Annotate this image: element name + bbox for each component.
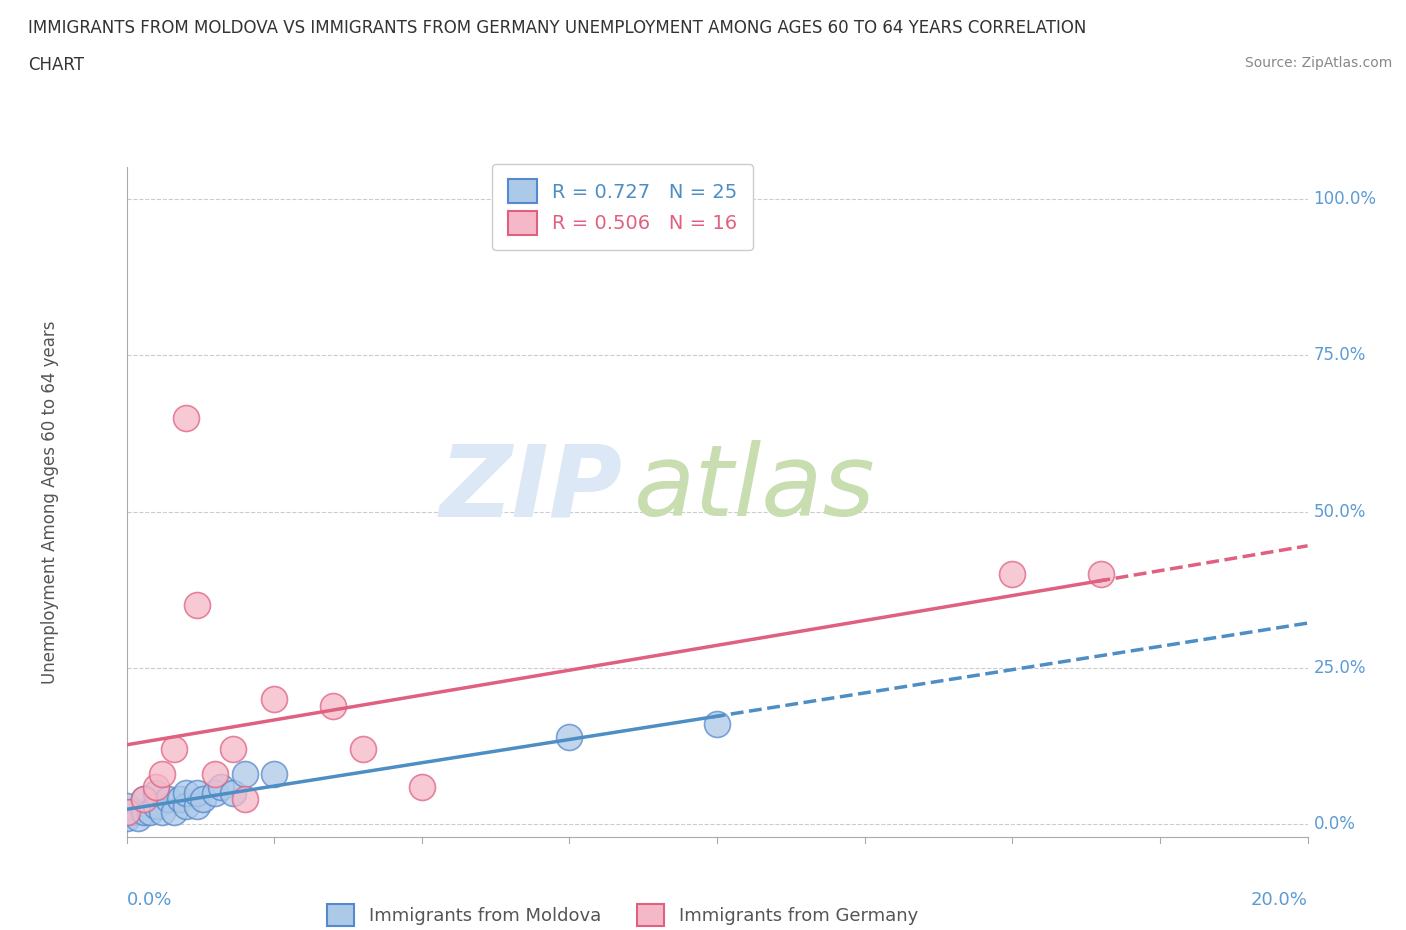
Point (145, 798, 167, 813)
Point (174, 410, 197, 425)
Point (134, 804, 156, 819)
Text: 25.0%: 25.0% (1313, 659, 1367, 677)
Point (706, 717, 728, 732)
Point (163, 804, 186, 819)
Point (134, 792, 156, 807)
Point (121, 804, 143, 819)
Text: IMMIGRANTS FROM MOLDOVA VS IMMIGRANTS FROM GERMANY UNEMPLOYMENT AMONG AGES 60 TO: IMMIGRANTS FROM MOLDOVA VS IMMIGRANTS FR… (28, 19, 1087, 36)
Text: 0.0%: 0.0% (1313, 816, 1355, 833)
Point (204, 786, 226, 801)
Text: 0.0%: 0.0% (127, 891, 172, 909)
Point (222, 742, 245, 757)
Point (263, 767, 285, 782)
Point (150, 804, 173, 819)
Point (186, 786, 208, 801)
Point (115, 804, 138, 819)
Point (233, 792, 256, 807)
Point (139, 804, 162, 819)
Text: atlas: atlas (634, 440, 876, 538)
Point (558, 729, 581, 744)
Point (186, 798, 208, 813)
Text: Source: ZipAtlas.com: Source: ZipAtlas.com (1244, 56, 1392, 70)
Text: ZIP: ZIP (440, 440, 623, 538)
Point (145, 779, 167, 794)
Point (127, 811, 149, 826)
Point (134, 792, 156, 807)
Point (204, 767, 226, 782)
Text: 20.0%: 20.0% (1251, 891, 1308, 909)
Point (193, 792, 215, 807)
Point (150, 767, 173, 782)
Point (209, 779, 232, 794)
Point (263, 692, 285, 707)
Point (233, 767, 256, 782)
Point (1001, 566, 1024, 581)
Point (1090, 566, 1112, 581)
Point (322, 698, 344, 713)
Point (174, 786, 197, 801)
Point (411, 779, 433, 794)
Point (145, 786, 167, 801)
Text: Unemployment Among Ages 60 to 64 years: Unemployment Among Ages 60 to 64 years (41, 321, 59, 684)
Text: CHART: CHART (28, 56, 84, 73)
Point (115, 798, 138, 813)
Point (352, 742, 374, 757)
Text: 75.0%: 75.0% (1313, 346, 1365, 365)
Point (163, 742, 186, 757)
Text: 100.0%: 100.0% (1313, 190, 1376, 207)
Text: 50.0%: 50.0% (1313, 502, 1365, 521)
Point (169, 792, 191, 807)
Point (174, 798, 197, 813)
Point (156, 792, 179, 807)
Point (186, 598, 208, 613)
Point (115, 811, 138, 826)
Legend: Immigrants from Moldova, Immigrants from Germany: Immigrants from Moldova, Immigrants from… (318, 895, 927, 930)
Point (222, 786, 245, 801)
